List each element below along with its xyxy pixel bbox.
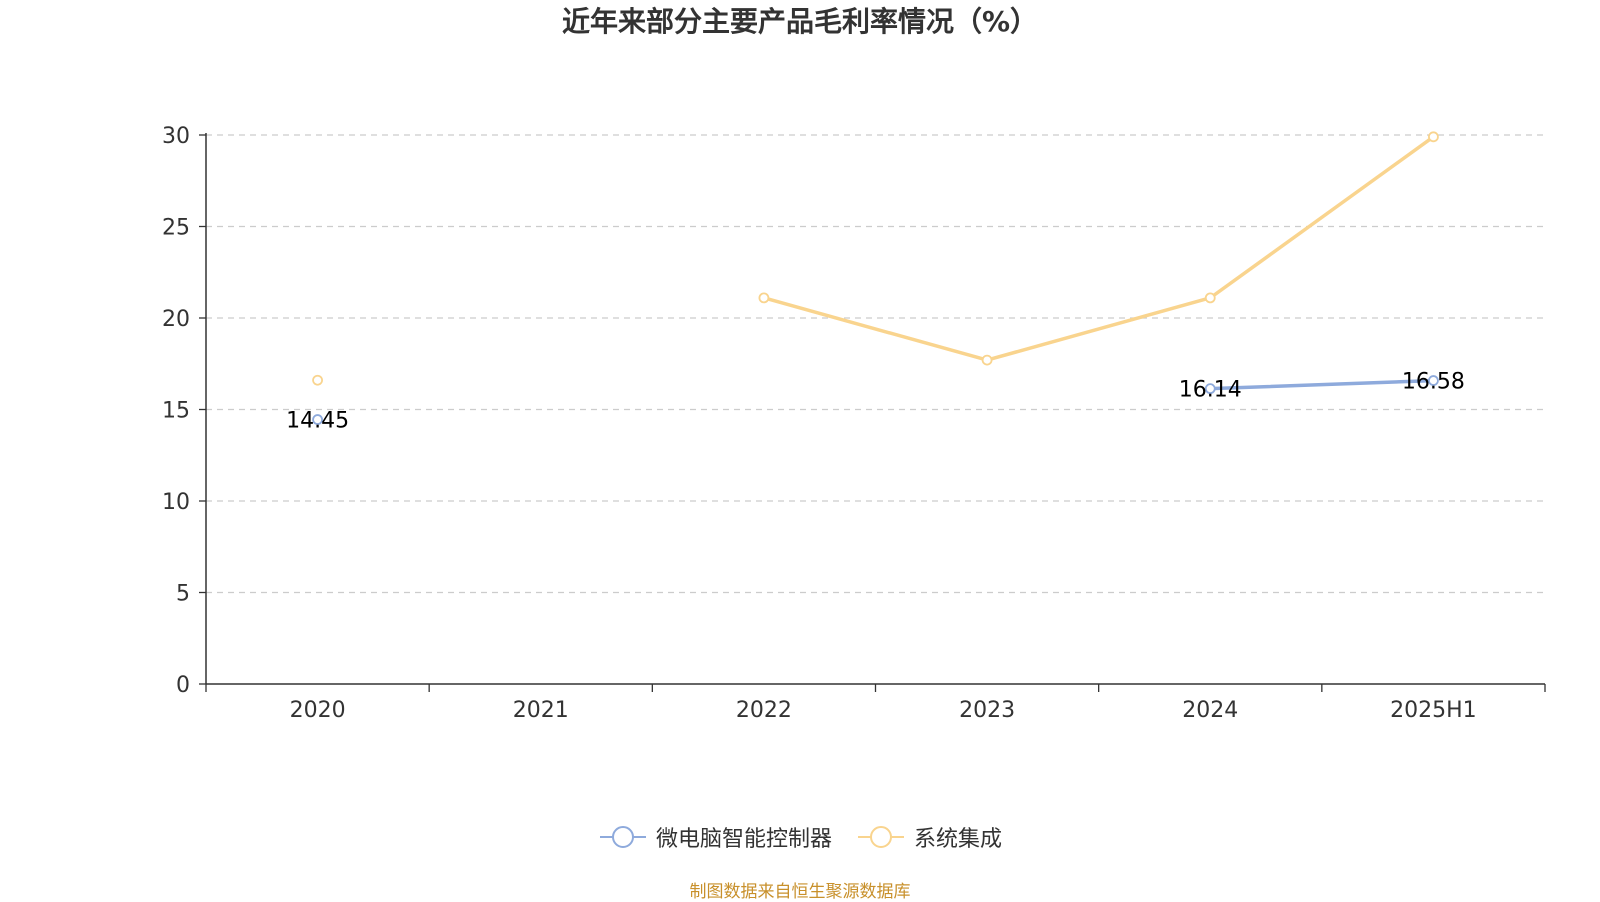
y-tick-label: 15 bbox=[162, 399, 190, 424]
series-1-point[interactable] bbox=[1428, 375, 1439, 386]
series-1-point[interactable] bbox=[312, 414, 323, 425]
series-2-point[interactable] bbox=[1428, 131, 1439, 143]
series-2-point[interactable] bbox=[758, 292, 770, 304]
series-2-point[interactable] bbox=[1204, 292, 1216, 304]
x-tick-label: 2025H1 bbox=[1390, 698, 1477, 723]
data-labels: 14.45 16.14 16.58 bbox=[286, 370, 1465, 434]
x-tick-label: 2020 bbox=[290, 698, 346, 723]
legend-label-series-2: 系统集成 bbox=[914, 827, 1003, 852]
chart-title: 近年来部分主要产品毛利率情况（%） bbox=[561, 5, 1039, 38]
y-tick-label: 20 bbox=[162, 307, 190, 332]
x-tick-label: 2024 bbox=[1182, 698, 1238, 723]
x-tick-label: 2022 bbox=[736, 698, 792, 723]
legend-symbol-series-2 bbox=[858, 826, 904, 848]
legend-symbol-series-1 bbox=[599, 826, 646, 848]
legend-item-series-2[interactable]: 系统集成 bbox=[856, 822, 1002, 852]
data-label: 16.14 bbox=[1179, 378, 1242, 403]
x-tick-label: 2021 bbox=[513, 698, 569, 723]
y-tick-label: 0 bbox=[176, 673, 190, 698]
y-tick-label: 10 bbox=[162, 490, 190, 515]
series-2-point[interactable] bbox=[981, 354, 993, 366]
series-1 bbox=[312, 375, 1439, 425]
data-label: 14.45 bbox=[286, 409, 349, 434]
legend-label-series-1: 微电脑智能控制器 bbox=[655, 827, 832, 852]
series-lines bbox=[312, 131, 1439, 425]
y-tick-label: 5 bbox=[176, 582, 190, 607]
grid-lines bbox=[206, 134, 1545, 594]
series-1-point[interactable] bbox=[1204, 383, 1216, 395]
series-1-line bbox=[1208, 378, 1436, 391]
source-note: 制图数据来自恒生聚源数据库 bbox=[689, 882, 911, 902]
y-tick-label: 30 bbox=[162, 124, 190, 149]
series-2 bbox=[312, 131, 1439, 386]
series-2-point[interactable] bbox=[312, 374, 323, 386]
axes: 0 5 10 15 20 25 30 2020 2021 2022 2023 2024 2025H1 bbox=[162, 124, 1546, 723]
legend: 微电脑智能控制器 系统集成 bbox=[0, 822, 1600, 852]
legend-item-series-1[interactable]: 微电脑智能控制器 bbox=[598, 822, 832, 852]
x-tick-label: 2023 bbox=[959, 698, 1015, 723]
series-2-line bbox=[762, 135, 1436, 362]
y-tick-label: 25 bbox=[162, 216, 190, 241]
data-label: 16.58 bbox=[1402, 370, 1465, 395]
